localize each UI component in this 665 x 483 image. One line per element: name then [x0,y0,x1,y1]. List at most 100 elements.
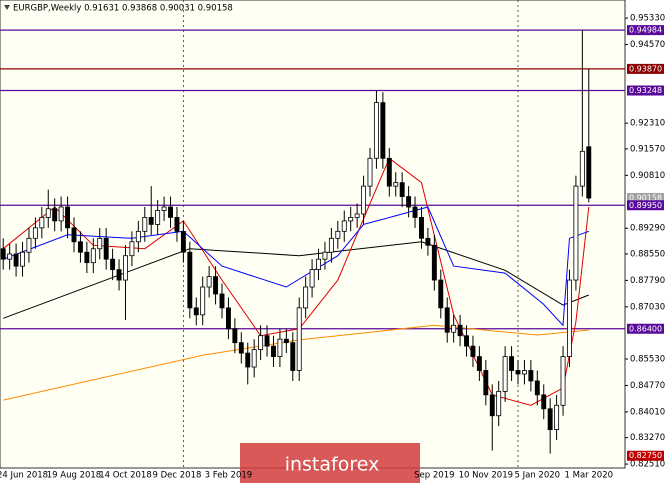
candle-body [425,237,431,246]
candle-body [193,307,199,316]
level-box [627,193,664,204]
candle-body [97,237,103,250]
candle-body [316,258,321,271]
y-tick-label: 0.84010 [630,407,665,417]
x-tick-label: 10 Nov 2019 [459,471,513,481]
candle-body [258,335,264,351]
candle-body [65,206,71,229]
level-box [627,200,664,211]
y-tick-label: 0.85530 [630,355,665,365]
level-box [627,323,664,334]
candle-body [13,253,19,267]
level-label: 0.90158 [629,194,662,203]
y-tick-label: 0.89290 [630,224,665,234]
candle-body [509,356,515,371]
level-label: 0.93870 [629,64,662,73]
candle-body [20,251,25,267]
candle-body [296,307,302,371]
candle-body [161,206,167,211]
x-tick-label: 14 Oct 2018 [99,471,152,481]
candle-body [271,345,276,357]
candle-body [470,345,476,357]
candle-body [0,248,6,260]
candle-body [213,276,219,295]
candle-body [547,408,553,431]
level-box [627,63,664,74]
candle-body [431,244,437,281]
candle-body [174,217,180,232]
candle-body [373,102,379,159]
candle-body [52,208,58,222]
candle-body [380,102,386,159]
candle-body [148,217,154,225]
candle-body [39,217,45,229]
candle-body [309,269,315,288]
level-box [627,85,664,96]
y-tick-label: 0.91570 [630,144,665,154]
marks [0,0,625,468]
x-tick-label: 1 Mar 2020 [565,471,613,481]
candle-body [399,182,405,197]
level-box [627,25,664,36]
candle-body [58,206,64,222]
y-tick-label: 0.95330 [630,14,665,24]
level-label: 0.93248 [629,86,662,95]
candle-body [135,230,141,243]
level-box [627,450,664,461]
x-tick-label: 3 Feb 2019 [205,471,253,481]
candle-body [502,356,508,392]
candle-body [457,324,463,337]
candle-body [419,217,424,239]
candle-body [573,185,579,281]
x-tick-label: Sep 2019 [414,471,454,481]
y-tick-label: 0.87030 [630,302,665,312]
candle-body [483,370,489,396]
candle-body [225,307,231,330]
candle-body [393,182,399,187]
candle-body [200,286,206,316]
candle-body [361,185,367,215]
indicator-line [3,324,589,401]
candle-body [496,390,502,417]
candle-body [386,157,392,187]
y-tick-label: 0.84770 [630,381,665,391]
candle-body [489,394,495,417]
candle-body [586,146,592,199]
candle-body [515,370,521,375]
candle-body [354,213,360,218]
candle-body [528,370,534,382]
level-label: 0.94984 [629,26,662,35]
y-tick-label: 0.88550 [630,249,665,259]
candle-body [180,230,186,253]
level-label: 0.82750 [629,451,662,460]
candle-body [32,227,38,239]
candle-body [251,349,257,368]
candle-body [103,237,109,260]
level-label: 0.86400 [629,324,662,333]
candle-body [328,237,334,253]
candle-body [238,342,244,354]
candle-body [579,150,585,187]
candle-body [277,338,283,357]
candle-body [476,356,482,371]
candle-body [412,206,418,218]
candle-body [567,279,572,357]
x-tick-label: 9 Dec 2018 [153,471,202,481]
x-tick-label: 24 Jun 2018 [0,471,48,481]
y-tick-label: 0.92310 [630,119,665,129]
y-tick-label: 0.82510 [630,460,665,470]
candle-body [155,210,161,225]
candle-body [110,258,116,271]
candle-body [521,370,527,375]
candle-body [283,338,289,344]
candle-body [534,380,540,396]
candle-body [142,217,148,232]
candle-body [451,324,457,333]
watermark-box [240,443,420,483]
candle-body [444,307,450,333]
candle-body [45,208,51,218]
candle-body [541,394,547,410]
candle-body [367,157,373,187]
candle-body [7,253,13,260]
